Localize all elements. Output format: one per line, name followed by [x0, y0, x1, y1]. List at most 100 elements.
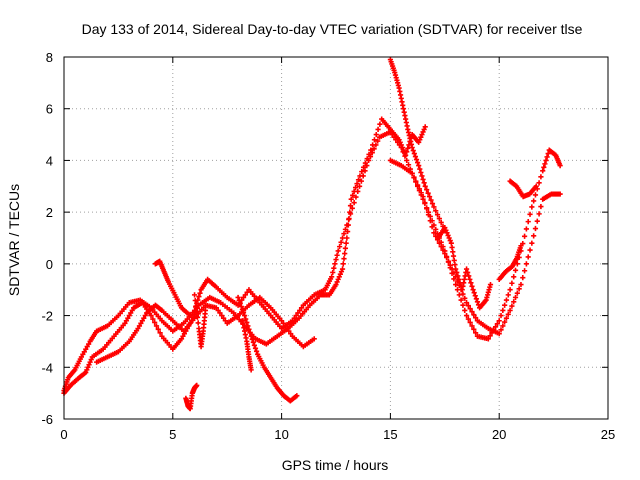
x-tick-label: 0: [60, 427, 67, 442]
data-point: [239, 306, 246, 313]
data-point: [471, 326, 477, 332]
data-point: [471, 290, 477, 296]
series-trace-c: [94, 294, 317, 365]
data-point: [518, 281, 524, 288]
x-tick-label: 25: [601, 427, 615, 442]
data-point: [557, 163, 563, 169]
series-trace-g: [191, 292, 209, 350]
data-point: [334, 252, 340, 258]
series-trace-m: [507, 178, 539, 200]
data-point: [471, 312, 477, 318]
data-point: [467, 276, 473, 282]
series-trace-i: [387, 56, 448, 233]
data-point: [538, 174, 544, 180]
data-point: [244, 319, 250, 326]
data-point: [456, 292, 462, 298]
data-point: [370, 142, 376, 148]
data-point: [429, 224, 435, 230]
data-point: [359, 169, 365, 175]
data-point: [353, 194, 359, 200]
series-trace-j: [387, 157, 563, 337]
data-point: [410, 147, 416, 154]
data-point: [467, 319, 473, 326]
data-point: [453, 281, 459, 288]
data-point: [469, 283, 475, 289]
data-point: [436, 240, 442, 246]
data-point: [338, 239, 344, 245]
data-point: [425, 212, 432, 218]
data-point: [523, 261, 529, 267]
data-point: [347, 203, 354, 209]
data-point: [456, 276, 462, 282]
data-point: [534, 218, 540, 224]
data-point: [238, 303, 244, 310]
data-point: [416, 186, 423, 192]
data-point: [191, 292, 198, 298]
data-point: [512, 267, 519, 273]
data-point: [246, 326, 252, 332]
data-point: [196, 294, 202, 300]
data-point: [498, 327, 504, 333]
data-point: [466, 273, 472, 279]
data-point: [251, 342, 257, 348]
data-point: [247, 330, 253, 336]
x-tick-label: 20: [492, 427, 506, 442]
data-point: [351, 188, 357, 195]
data-point: [192, 297, 198, 304]
data-point: [536, 180, 542, 186]
x-tick-label: 10: [274, 427, 288, 442]
data-point: [249, 336, 255, 342]
data-point: [503, 297, 510, 303]
data-point: [418, 190, 424, 196]
data-point: [236, 297, 242, 304]
series-trace-l: [496, 243, 524, 282]
data-point: [463, 312, 470, 319]
y-tick-label: 6: [46, 102, 53, 117]
series-trace-k: [435, 225, 494, 311]
data-point: [350, 192, 356, 198]
data-point: [356, 183, 363, 189]
data-point: [469, 323, 475, 329]
data-point: [409, 144, 415, 151]
data-point: [194, 309, 200, 315]
data-point: [538, 203, 544, 210]
data-point: [460, 302, 466, 308]
data-point: [155, 326, 161, 332]
data-point: [377, 121, 383, 127]
data-point: [253, 348, 260, 354]
data-point: [463, 266, 470, 272]
data-point: [472, 293, 478, 299]
data-point: [341, 231, 347, 237]
data-point: [492, 324, 499, 330]
data-point: [500, 307, 506, 313]
data-point: [496, 318, 502, 324]
data-point: [523, 226, 529, 232]
data-point: [409, 170, 415, 176]
data-point: [337, 244, 343, 250]
data-point: [445, 258, 452, 264]
data-point: [412, 153, 419, 160]
data-point: [343, 240, 349, 246]
data-point: [532, 225, 539, 232]
data-point: [354, 181, 360, 187]
data-point: [467, 306, 473, 312]
data-point: [462, 295, 468, 301]
data-point: [527, 247, 533, 253]
data-point: [342, 250, 348, 257]
data-point: [243, 316, 249, 322]
data-point: [345, 222, 351, 228]
data-point: [418, 169, 424, 176]
data-point: [431, 204, 437, 210]
data-point: [368, 147, 374, 153]
y-tick-label: -6: [41, 412, 53, 427]
data-point: [339, 235, 346, 241]
data-point: [362, 160, 368, 166]
data-point: [404, 149, 410, 155]
data-point: [404, 157, 410, 164]
data-point: [248, 333, 254, 339]
data-point: [433, 208, 439, 214]
data-point: [521, 233, 528, 239]
data-point: [371, 146, 377, 152]
data-point: [485, 336, 491, 342]
data-point: [252, 345, 259, 351]
